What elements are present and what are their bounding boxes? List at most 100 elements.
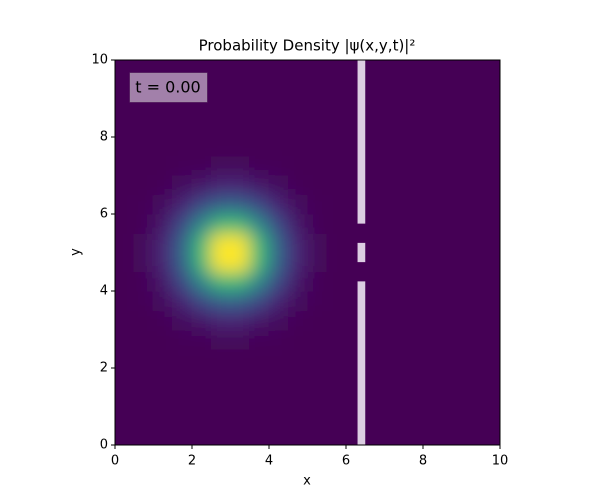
heatmap-cell <box>461 309 482 330</box>
heatmap-cell <box>172 232 193 253</box>
heatmap-cell <box>133 367 154 388</box>
heatmap-cell <box>287 117 308 138</box>
heatmap-cell <box>249 155 270 176</box>
heatmap-cell <box>210 271 231 292</box>
heatmap-cell <box>364 386 385 407</box>
heatmap-cell <box>403 98 424 119</box>
heatmap-cell <box>268 329 289 350</box>
heatmap-cell <box>422 329 443 350</box>
heatmap-cell <box>307 252 328 273</box>
heatmap-cell <box>210 309 231 330</box>
heatmap-cell <box>153 213 174 234</box>
heatmap-cell <box>172 271 193 292</box>
heatmap-cell <box>384 232 405 253</box>
heatmap-cell <box>403 329 424 350</box>
heatmap-cell <box>210 367 231 388</box>
heatmap-cell <box>384 329 405 350</box>
heatmap-cell <box>307 367 328 388</box>
heatmap-cell <box>461 98 482 119</box>
heatmap-cell <box>326 252 347 273</box>
heatmap-cell <box>441 98 462 119</box>
heatmap-cell <box>461 386 482 407</box>
heatmap-cell <box>133 194 154 215</box>
heatmap-cell <box>422 155 443 176</box>
heatmap-cell <box>210 232 231 253</box>
heatmap-cell <box>307 117 328 138</box>
heatmap-cell <box>287 425 308 445</box>
heatmap-cell <box>268 290 289 311</box>
heatmap-cell <box>191 155 212 176</box>
heatmap-cell <box>403 386 424 407</box>
heatmap-cell <box>249 329 270 350</box>
heatmap-cell <box>307 78 328 99</box>
heatmap-cell <box>441 406 462 427</box>
heatmap-cell <box>210 136 231 157</box>
heatmap-cell <box>115 271 135 292</box>
heatmap-cell <box>461 348 482 369</box>
barrier-segment <box>357 60 366 224</box>
heatmap-cell <box>153 348 174 369</box>
heatmap-cell <box>384 213 405 234</box>
axes: 0 2 4 6 8 10 0 2 4 6 8 10 t = 0.00 <box>91 53 508 469</box>
heatmap-cell <box>403 232 424 253</box>
heatmap-cell <box>480 271 500 292</box>
heatmap-cell <box>480 329 500 350</box>
heatmap-cell <box>230 232 251 253</box>
heatmap-cell <box>172 155 193 176</box>
heatmap-cell <box>441 425 462 445</box>
heatmap-cell <box>172 406 193 427</box>
heatmap-cell <box>441 194 462 215</box>
heatmap-cell <box>268 155 289 176</box>
heatmap-cell <box>133 155 154 176</box>
heatmap <box>115 60 500 445</box>
x-axis-label: x <box>303 474 311 489</box>
heatmap-cell <box>480 406 500 427</box>
heatmap-cell <box>441 136 462 157</box>
heatmap-cell <box>384 194 405 215</box>
heatmap-cell <box>403 213 424 234</box>
heatmap-cell <box>307 98 328 119</box>
heatmap-cell <box>326 386 347 407</box>
heatmap-cell <box>403 78 424 99</box>
heatmap-cell <box>384 78 405 99</box>
heatmap-cell <box>307 406 328 427</box>
heatmap-cell <box>210 98 231 119</box>
heatmap-cell <box>461 78 482 99</box>
heatmap-cell <box>268 348 289 369</box>
heatmap-cell <box>191 175 212 196</box>
heatmap-cell <box>287 78 308 99</box>
heatmap-cell <box>461 232 482 253</box>
heatmap-cell <box>230 155 251 176</box>
heatmap-cell <box>230 252 251 273</box>
heatmap-cell <box>422 194 443 215</box>
heatmap-cell <box>153 175 174 196</box>
heatmap-cell <box>249 175 270 196</box>
heatmap-cell <box>115 386 135 407</box>
heatmap-cell <box>307 271 328 292</box>
heatmap-cell <box>153 386 174 407</box>
heatmap-cell <box>115 78 135 99</box>
heatmap-cell <box>249 213 270 234</box>
heatmap-cell <box>307 136 328 157</box>
heatmap-cell <box>249 194 270 215</box>
y-tick-label: 4 <box>100 284 108 299</box>
heatmap-cell <box>403 60 424 80</box>
heatmap-cell <box>268 175 289 196</box>
heatmap-cell <box>422 386 443 407</box>
heatmap-cell <box>172 309 193 330</box>
heatmap-cell <box>249 136 270 157</box>
heatmap-cell <box>441 329 462 350</box>
heatmap-cell <box>461 60 482 80</box>
heatmap-cell <box>441 117 462 138</box>
x-tick-label: 0 <box>111 454 119 469</box>
heatmap-cell <box>480 78 500 99</box>
heatmap-cell <box>441 155 462 176</box>
heatmap-cell <box>480 60 500 80</box>
plot-area <box>115 60 500 445</box>
heatmap-cell <box>249 78 270 99</box>
heatmap-cell <box>441 386 462 407</box>
heatmap-cell <box>422 406 443 427</box>
heatmap-cell <box>480 290 500 311</box>
heatmap-cell <box>461 271 482 292</box>
